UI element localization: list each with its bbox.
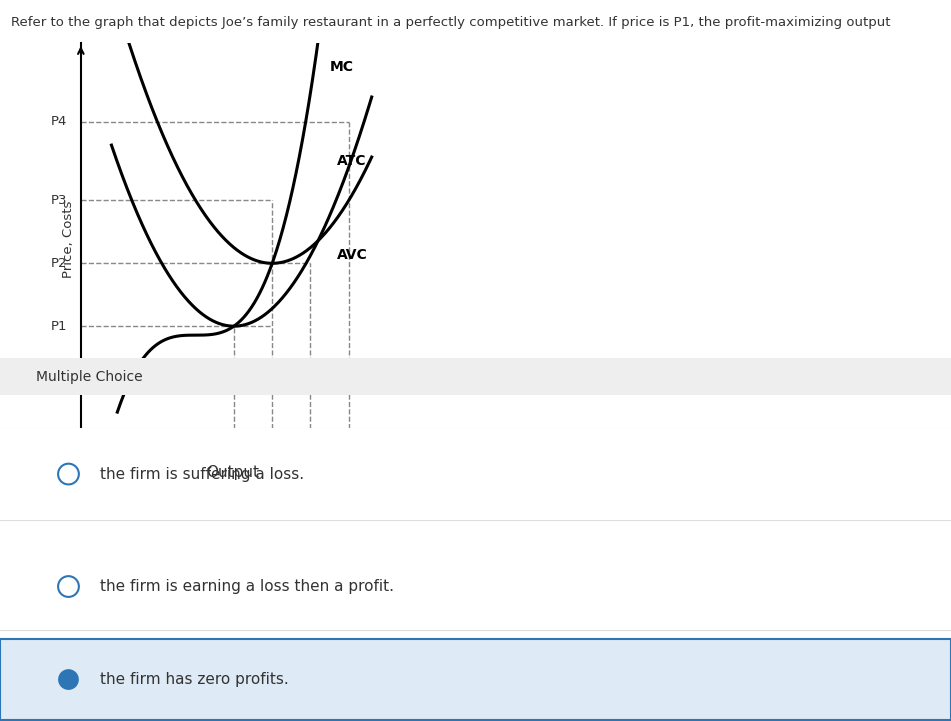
- Y-axis label: Price, Costs: Price, Costs: [62, 201, 75, 278]
- Text: Multiple Choice: Multiple Choice: [36, 370, 143, 384]
- Text: AVC: AVC: [338, 249, 368, 262]
- Text: Output: Output: [206, 465, 260, 480]
- Text: P3: P3: [50, 194, 68, 207]
- Text: the firm is earning a loss then a profit.: the firm is earning a loss then a profit…: [100, 579, 394, 594]
- Text: Q3: Q3: [301, 454, 320, 466]
- Text: MC: MC: [330, 60, 354, 74]
- Text: ATC: ATC: [338, 154, 367, 168]
- Text: Refer to the graph that depicts Joe’s family restaurant in a perfectly competiti: Refer to the graph that depicts Joe’s fa…: [11, 16, 891, 29]
- Text: 0: 0: [66, 454, 73, 466]
- Text: the firm has zero profits.: the firm has zero profits.: [100, 672, 288, 687]
- Text: Q2: Q2: [263, 454, 281, 466]
- Text: Q1: Q1: [225, 454, 243, 466]
- Text: P4: P4: [50, 115, 68, 128]
- Text: P2: P2: [50, 257, 68, 270]
- Text: the firm is suffering a loss.: the firm is suffering a loss.: [100, 466, 304, 482]
- Text: P1: P1: [50, 319, 68, 332]
- Text: Q4: Q4: [340, 454, 358, 466]
